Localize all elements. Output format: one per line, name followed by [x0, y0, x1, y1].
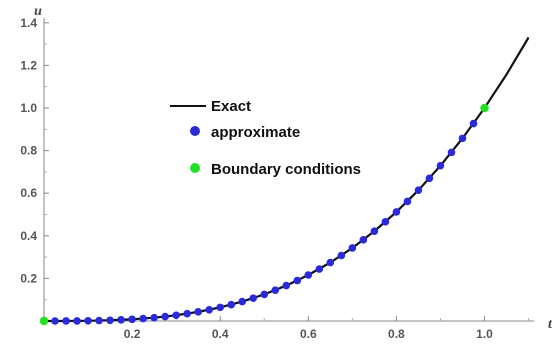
approximate-point [282, 281, 291, 290]
approximate-point [447, 148, 456, 157]
y-tick-label: 0.6 [20, 186, 37, 200]
y-tick-label: 0.4 [20, 229, 37, 243]
approximate-point [293, 276, 302, 285]
approximate-point [436, 161, 445, 170]
boundary-point [39, 316, 49, 326]
y-tick-label: 0.8 [20, 144, 37, 158]
approximate-point [392, 208, 401, 216]
approximate-point [51, 317, 59, 325]
approximate-point [128, 315, 136, 324]
plot-area [39, 36, 530, 326]
legend-boundary-label: Boundary conditions [211, 161, 361, 178]
approximate-point [249, 294, 258, 302]
approximate-point [326, 258, 335, 267]
approximate-point [348, 244, 357, 252]
x-tick-label: 0.2 [124, 327, 141, 341]
approximate-point [194, 308, 202, 316]
approximate-point [183, 309, 191, 318]
approximate-point [84, 316, 92, 325]
approximate-point [227, 300, 236, 309]
approximate-point [271, 286, 280, 294]
boundary-point [480, 103, 489, 113]
approximate-point [62, 317, 70, 325]
approximate-point [238, 297, 247, 306]
y-ticks: 0.2 0.4 0.6 0.8 1.0 1.2 1.4 [20, 16, 49, 301]
x-tick-label: 0.4 [212, 327, 229, 341]
approximate-point [106, 316, 114, 325]
approximate-point [216, 303, 224, 312]
approximate-point [370, 227, 379, 235]
y-tick-label: 1.0 [20, 101, 37, 115]
approximate-point [117, 316, 125, 324]
boundary-points [39, 103, 489, 326]
approximate-point [260, 290, 269, 299]
x-tick-label: 1.0 [476, 327, 493, 341]
legend: Exact approximate Boundary conditions [170, 98, 361, 178]
approximate-point [150, 313, 158, 322]
approximate-point [425, 174, 434, 183]
approximate-points [40, 119, 478, 325]
legend-boundary-swatch [190, 163, 200, 173]
approximate-point [172, 311, 180, 320]
legend-approximate-label: approximate [211, 124, 300, 141]
legend-exact-label: Exact [211, 98, 251, 115]
approximate-point [161, 312, 169, 321]
axes: 0.2 0.4 0.6 0.8 1.0 0.20.40.60.81.01.21.4 t … [20, 4, 553, 341]
x-tick-label: 0.6 [300, 327, 317, 341]
approximate-point [469, 119, 478, 128]
y-axis-label: u [34, 4, 42, 19]
approximate-point [73, 317, 81, 325]
approximate-point [337, 251, 346, 260]
approximate-point [403, 197, 412, 206]
x-ticks: 0.2 0.4 0.6 0.8 1.0 [87, 316, 530, 341]
x-axis-label: t [548, 317, 553, 332]
x-tick-label: 0.8 [388, 327, 405, 341]
approximate-point [205, 305, 213, 314]
legend-approximate-swatch [190, 126, 200, 136]
approximate-point [304, 271, 313, 279]
y-tick-label: 0.2 [20, 271, 37, 285]
approximate-point [95, 316, 103, 325]
approximate-point [139, 314, 147, 323]
approximate-point [414, 186, 423, 194]
exact-curve [43, 36, 530, 323]
approximate-point [315, 265, 324, 273]
y-tick-label: 1.2 [20, 58, 37, 72]
approximate-point [458, 134, 467, 143]
approximate-point [381, 218, 390, 226]
approximate-point [359, 236, 368, 244]
y-tick-label: 1.4 [20, 16, 37, 30]
